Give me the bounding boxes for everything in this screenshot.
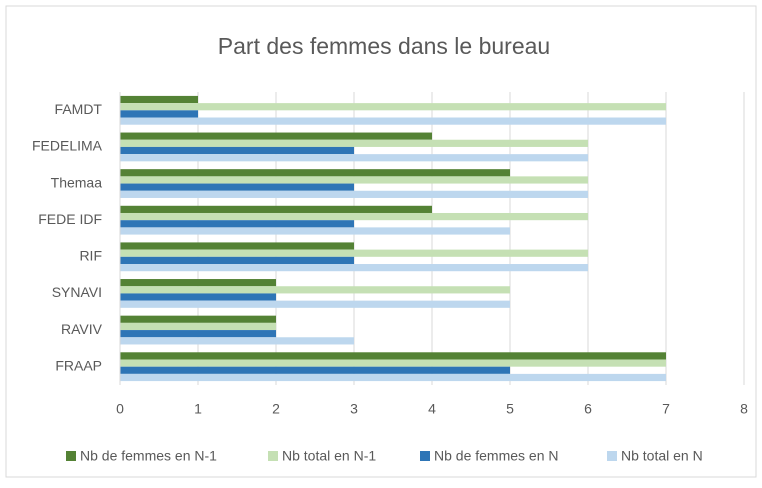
x-tick-label: 4 [428,401,436,417]
bar [120,322,276,331]
bar [120,366,510,374]
x-tick-label: 0 [116,401,124,417]
chart-frame [5,5,757,478]
legend-swatch [66,451,76,461]
bar [120,154,588,162]
x-tick-label: 1 [194,401,202,417]
bar [120,110,198,118]
legend-label: Nb total en N-1 [282,448,376,464]
bar [120,212,588,221]
x-tick-label: 3 [350,401,358,417]
bar [120,227,510,235]
bar [120,190,588,198]
bar [120,242,354,250]
bar [120,205,432,213]
legend-label: Nb de femmes en N-1 [80,448,217,464]
y-tick-label: SYNAVI [52,284,102,300]
y-tick-label: Themaa [51,174,103,190]
bar [120,315,276,323]
y-tick-label: RAVIV [61,321,103,337]
bar [120,256,354,265]
y-tick-label: RIF [79,248,102,264]
legend-label: Nb de femmes en N [434,448,559,464]
bar [120,293,276,301]
bar [120,279,276,287]
bar [120,169,510,177]
x-tick-label: 5 [506,401,514,417]
bar [120,286,510,294]
bar [120,337,354,345]
bar [120,330,276,338]
bar [120,146,354,155]
bar [120,373,666,382]
bar [120,117,666,125]
bar [120,176,588,184]
chart-title: Part des femmes dans le bureau [218,33,550,59]
bar [120,183,354,191]
bar [120,132,432,140]
x-tick-label: 6 [584,401,592,417]
y-tick-label: FRAAP [55,357,102,373]
y-tick-label: FEDELIMA [32,138,103,154]
x-tick-label: 8 [740,401,748,417]
bar [120,103,666,111]
legend-label: Nb total en N [621,448,703,464]
bar [120,300,510,308]
bar [120,220,354,228]
bar [120,95,198,104]
y-tick-label: FAMDT [55,101,103,117]
bar [120,249,588,257]
bar [120,359,666,367]
y-tick-label: FEDE IDF [38,211,102,227]
x-tick-label: 2 [272,401,280,417]
bar [120,352,666,360]
legend-swatch [420,451,430,461]
x-tick-label: 7 [662,401,670,417]
legend-swatch [268,451,278,461]
bar [120,264,588,272]
bar [120,139,588,147]
legend-swatch [607,451,617,461]
